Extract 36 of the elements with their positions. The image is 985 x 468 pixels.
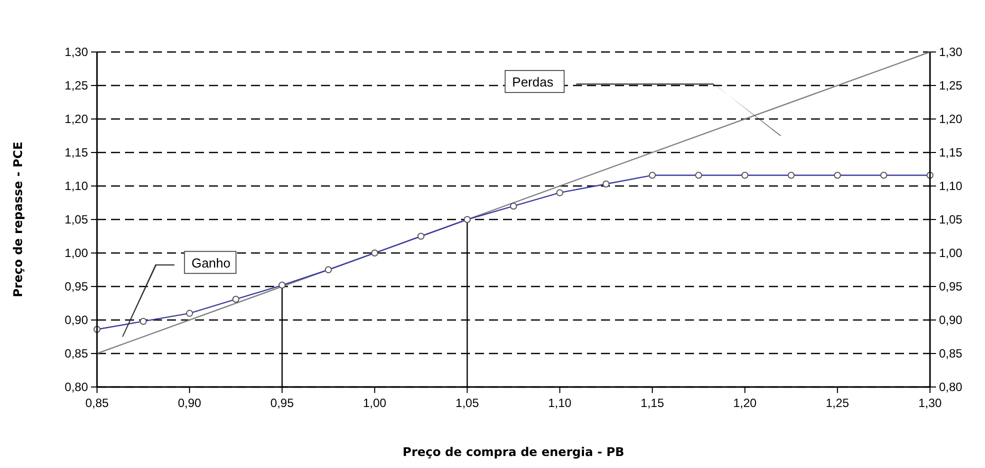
y-tick-label: 1,30 — [64, 45, 88, 59]
y-tick-label: 0,95 — [64, 280, 88, 294]
y2-tick-label: 0,95 — [939, 280, 963, 294]
y2-tick-label: 0,80 — [939, 380, 963, 394]
y2-tick-label: 1,25 — [939, 78, 963, 92]
x-tick-label: 0,90 — [178, 396, 202, 410]
y-tick-label: 1,10 — [64, 179, 88, 193]
y-tick-label: 0,80 — [64, 380, 88, 394]
y2-tick-label: 1,15 — [939, 146, 963, 160]
y-tick-label: 1,05 — [64, 212, 88, 226]
x-tick-label: 1,10 — [548, 396, 572, 410]
x-tick-label: 1,25 — [826, 396, 850, 410]
x-tick-label: 1,00 — [362, 396, 387, 410]
y2-tick-label: 1,05 — [939, 212, 963, 226]
x-tick-label: 0,95 — [270, 396, 294, 410]
y-tick-label: 1,20 — [64, 112, 88, 126]
annotation: Perdas — [512, 74, 554, 90]
y2-tick-label: 1,20 — [939, 112, 963, 126]
x-tick-label: 1,05 — [456, 396, 480, 410]
annotation: Ganho — [191, 255, 231, 270]
y-tick-label: 1,15 — [64, 146, 88, 160]
x-tick-label: 0,85 — [85, 396, 109, 410]
y2-tick-label: 1,30 — [939, 45, 963, 59]
y-tick-label: 0,90 — [64, 313, 88, 327]
y2-tick-label: 0,85 — [939, 346, 963, 360]
y-tick-label: 1,00 — [64, 246, 88, 260]
y-tick-label: 1,25 — [64, 78, 88, 92]
y2-tick-label: 0,90 — [939, 313, 963, 327]
x-tick-label: 1,20 — [733, 396, 757, 410]
x-tick-label: 1,30 — [918, 396, 942, 410]
x-axis-title: Preço de compra de energia - PB — [402, 445, 624, 459]
y-tick-label: 0,85 — [64, 346, 88, 360]
y2-tick-label: 1,10 — [939, 179, 963, 193]
x-tick-label: 1,15 — [640, 396, 664, 410]
y2-tick-label: 1,00 — [939, 246, 963, 260]
y-axis-title: Preço de repasse - PCE — [11, 142, 25, 298]
